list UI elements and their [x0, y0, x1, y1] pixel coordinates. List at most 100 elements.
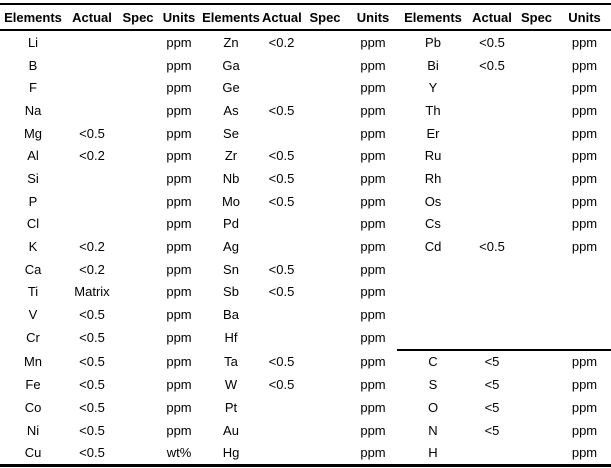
- element-cell: Th: [425, 102, 441, 118]
- actual-cell: [262, 76, 301, 99]
- spec-cell: [301, 303, 349, 326]
- actual-cell: [66, 99, 118, 122]
- element-cell: Mg: [23, 125, 43, 141]
- spec-cell: [515, 326, 558, 350]
- element-cell: Ba: [223, 307, 239, 323]
- element-cell: Zr: [224, 148, 238, 164]
- spec-cell: [118, 281, 158, 304]
- units-cell: ppm: [360, 216, 386, 232]
- units-cell: ppm: [571, 125, 598, 141]
- element-cell: Sb: [223, 284, 239, 300]
- element-cell: Ru: [424, 148, 442, 164]
- element-cell: Fe: [25, 377, 41, 393]
- spec-cell: [301, 54, 349, 77]
- spec-cell: [118, 213, 158, 236]
- actual-cell: [66, 167, 118, 190]
- actual-cell: [66, 213, 118, 236]
- element-cell: W: [224, 377, 238, 393]
- element-cell: S: [428, 377, 438, 393]
- table-row: Ni <0.5 ppm Au ppm N <5 ppm: [0, 419, 611, 442]
- table-row: Al <0.2 ppm Zr <0.5 ppm Ru ppm: [0, 144, 611, 167]
- element-cell: [397, 326, 469, 350]
- header-row: Elements Actual Spec Units Elements Actual Spe…: [0, 4, 611, 31]
- actual-cell: <0.5: [268, 377, 295, 393]
- units-cell: ppm: [166, 307, 192, 323]
- actual-cell: [66, 76, 118, 99]
- table-row: Mg <0.5 ppm Se ppm Er ppm: [0, 122, 611, 145]
- spec-cell: [118, 144, 158, 167]
- units-cell: ppm: [166, 399, 192, 415]
- element-cell: Rh: [424, 170, 442, 186]
- element-cell: Cd: [424, 239, 442, 255]
- actual-cell: [262, 326, 301, 350]
- actual-cell: <0.5: [268, 170, 295, 186]
- units-cell: ppm: [166, 330, 192, 346]
- actual-cell: [469, 122, 515, 145]
- spec-cell: [118, 396, 158, 419]
- actual-cell: [66, 30, 118, 54]
- units-cell: ppm: [571, 422, 598, 438]
- table-row: Fe <0.5 ppm W <0.5 ppm S <5 ppm: [0, 373, 611, 396]
- actual-cell: <0.5: [268, 353, 295, 369]
- element-cell: Ti: [27, 284, 39, 300]
- actual-cell: [262, 54, 301, 77]
- units-cell: ppm: [360, 377, 386, 393]
- spec-cell: [301, 122, 349, 145]
- units-cell: ppm: [360, 353, 386, 369]
- spec-cell: [118, 30, 158, 54]
- units-cell: ppm: [360, 170, 386, 186]
- column-header-spec: Spec: [118, 4, 158, 31]
- units-cell: ppm: [360, 445, 386, 461]
- element-cell: As: [223, 102, 239, 118]
- spec-cell: [515, 167, 558, 190]
- units-cell: ppm: [571, 170, 598, 186]
- element-cell: Er: [426, 125, 440, 141]
- element-cell: V: [28, 307, 38, 323]
- units-cell: ppm: [166, 170, 192, 186]
- spec-cell: [301, 373, 349, 396]
- units-cell: ppm: [571, 399, 598, 415]
- element-cell: Mo: [221, 193, 241, 209]
- units-cell: ppm: [166, 193, 192, 209]
- table-row: Na ppm As <0.5 ppm Th ppm: [0, 99, 611, 122]
- actual-cell: <0.5: [479, 239, 505, 255]
- actual-cell: <5: [484, 422, 500, 438]
- element-cell: Sn: [223, 261, 239, 277]
- spec-cell: [515, 76, 558, 99]
- spec-cell: [515, 99, 558, 122]
- element-cell: Mn: [23, 353, 43, 369]
- actual-cell: [469, 213, 515, 236]
- units-cell: ppm: [360, 307, 386, 323]
- spec-cell: [301, 144, 349, 167]
- element-cell: C: [397, 348, 469, 374]
- actual-cell: <0.5: [479, 34, 505, 50]
- actual-cell: [469, 99, 515, 122]
- table-row: Si ppm Nb <0.5 ppm Rh ppm: [0, 167, 611, 190]
- element-cell: Ni: [26, 422, 40, 438]
- spec-cell: [118, 76, 158, 99]
- spec-cell: [515, 30, 558, 54]
- column-header-spec: Spec: [301, 4, 349, 31]
- spec-cell: [118, 190, 158, 213]
- actual-cell: <0.5: [268, 148, 295, 164]
- element-cell: Co: [24, 399, 42, 415]
- spec-cell: [515, 348, 558, 374]
- element-cell: Ag: [223, 239, 239, 255]
- units-cell: ppm: [360, 330, 386, 346]
- units-cell: ppm: [166, 57, 192, 73]
- actual-cell: [469, 144, 515, 167]
- units-cell: ppm: [571, 193, 598, 209]
- column-header-actual: Actual: [66, 4, 118, 31]
- element-cell: O: [427, 399, 439, 415]
- spec-cell: [301, 99, 349, 122]
- actual-cell: [262, 122, 301, 145]
- units-cell: ppm: [166, 148, 192, 164]
- element-cell: Li: [27, 34, 39, 50]
- column-header-elements: Elements: [200, 4, 262, 31]
- units-cell: [558, 258, 611, 281]
- units-cell: ppm: [360, 193, 386, 209]
- units-cell: [558, 303, 611, 326]
- spec-cell: [301, 213, 349, 236]
